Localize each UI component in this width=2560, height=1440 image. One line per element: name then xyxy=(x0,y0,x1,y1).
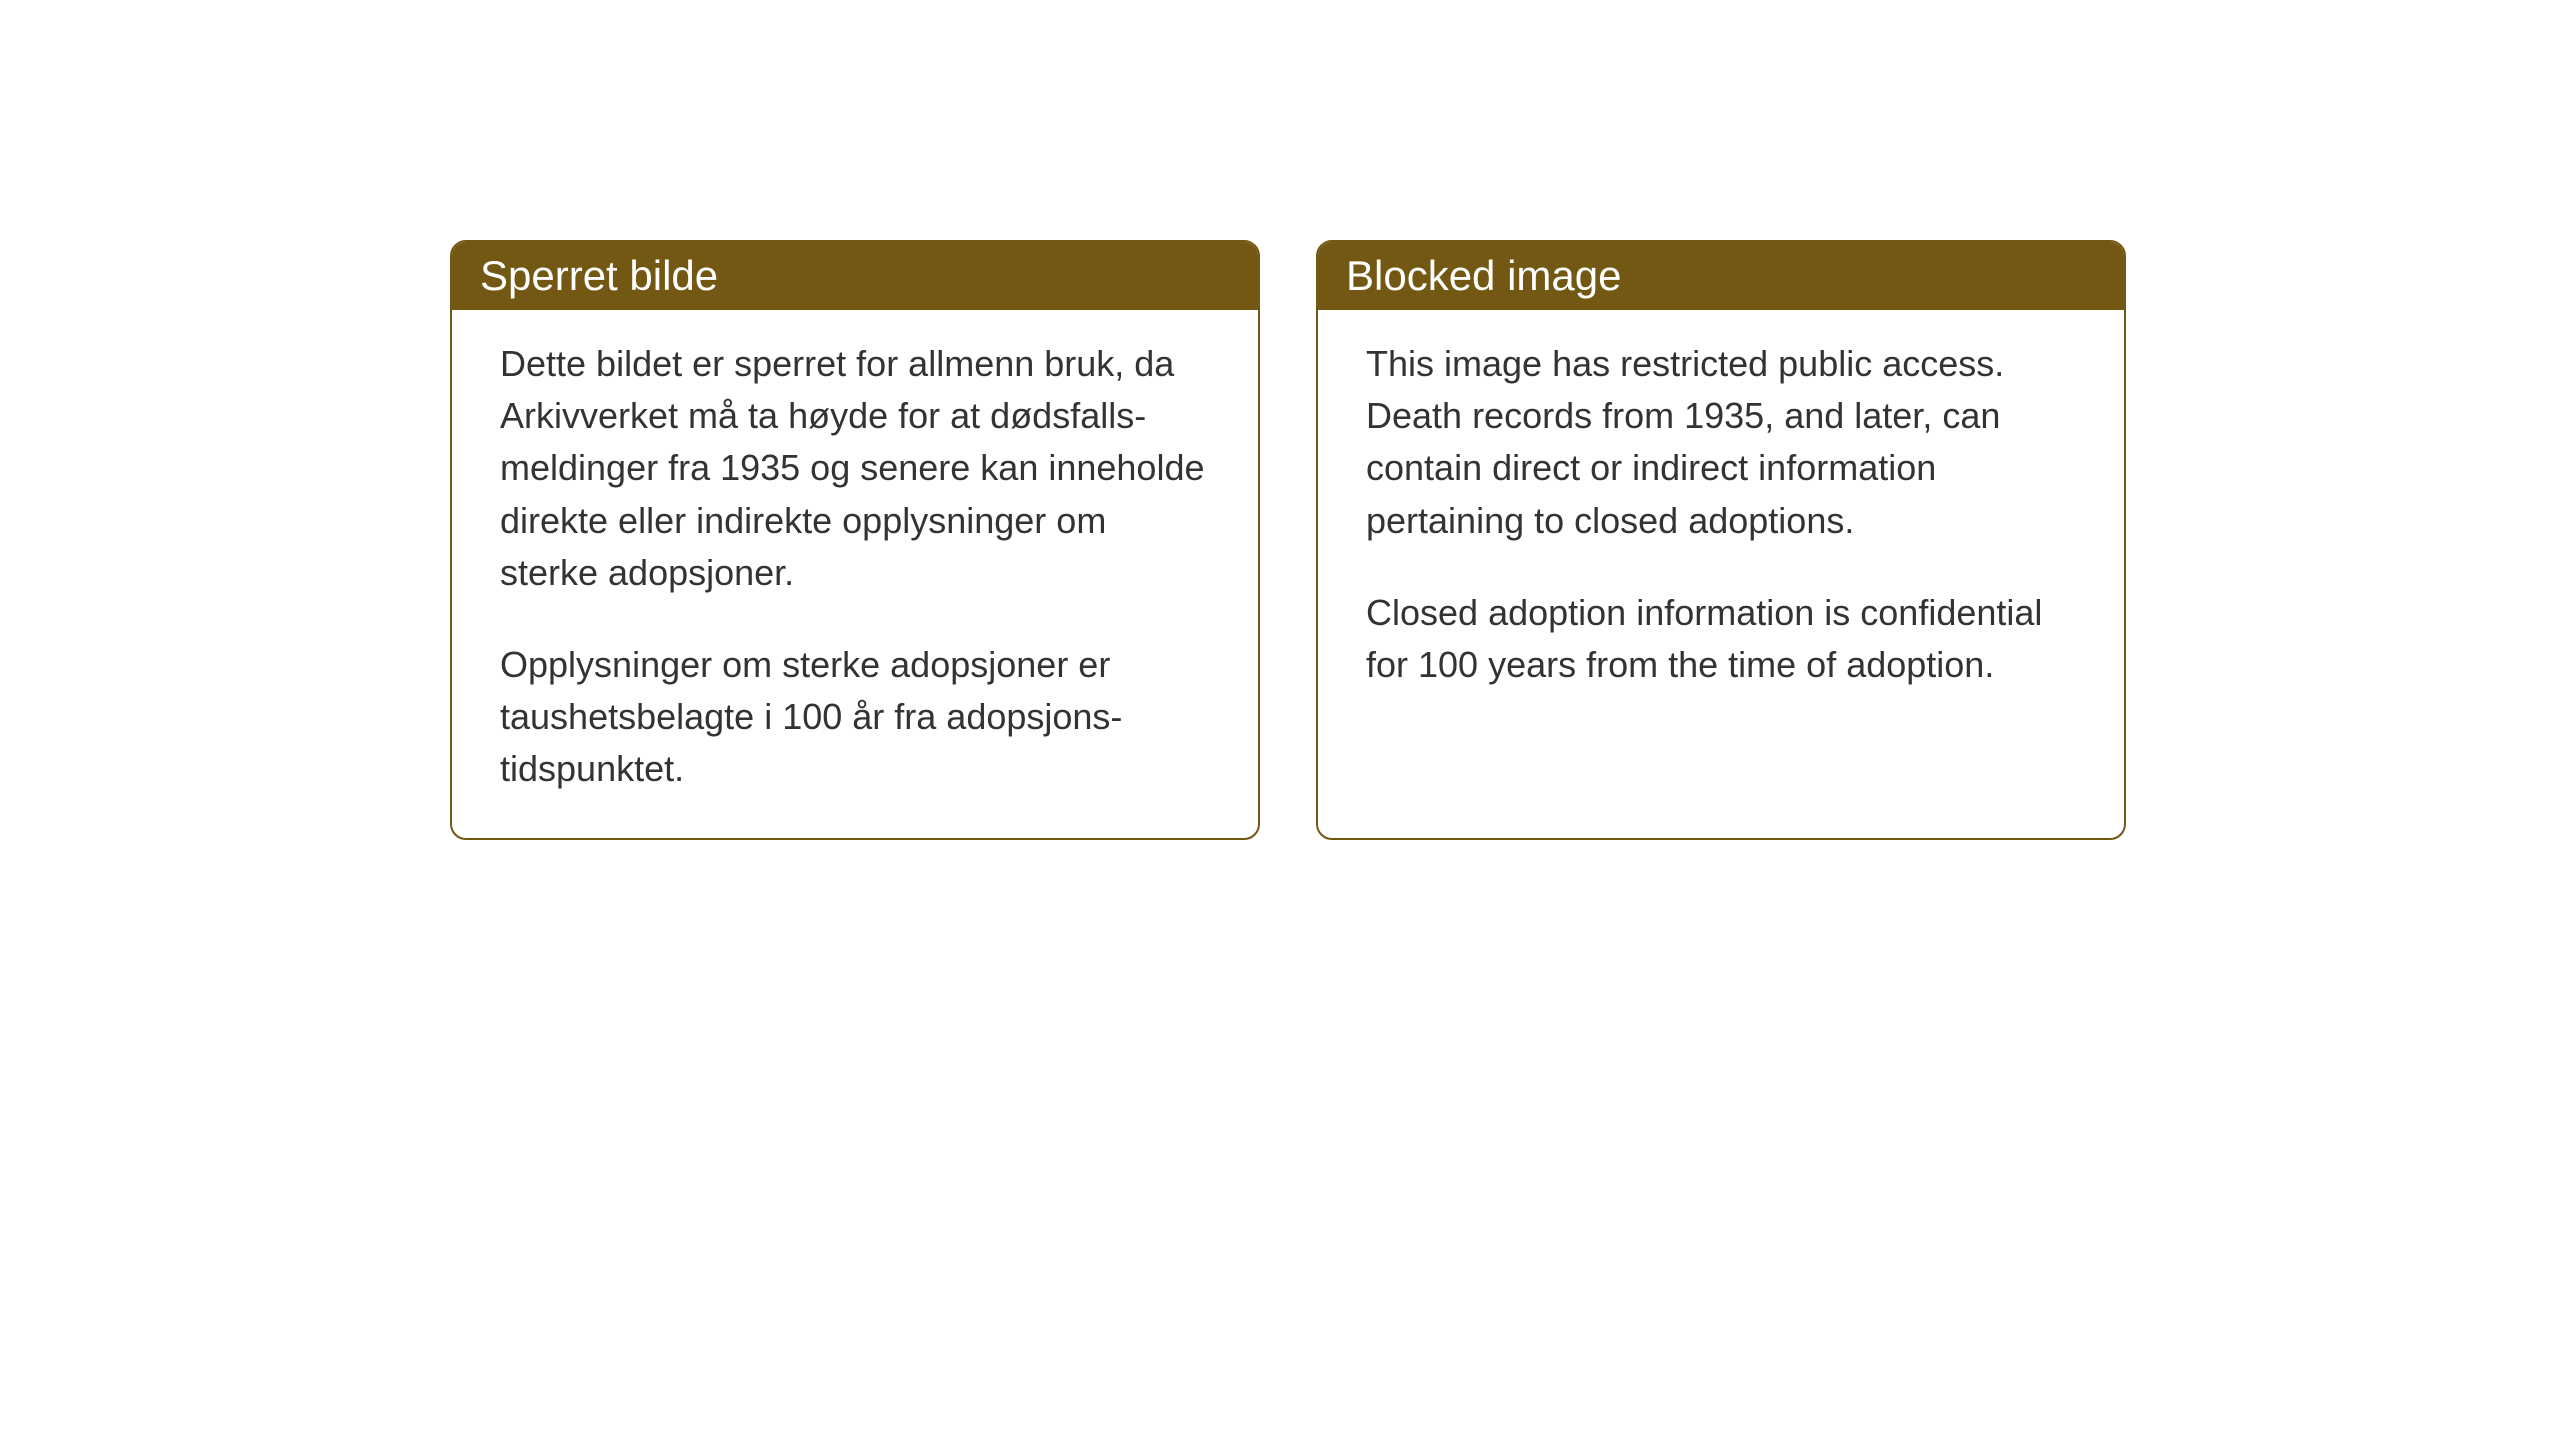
english-notice-card: Blocked image This image has restricted … xyxy=(1316,240,2126,840)
english-paragraph-2: Closed adoption information is confident… xyxy=(1366,587,2076,691)
english-card-body: This image has restricted public access.… xyxy=(1318,310,2124,750)
notice-container: Sperret bilde Dette bildet er sperret fo… xyxy=(450,240,2126,840)
norwegian-paragraph-2: Opplysninger om sterke adopsjoner er tau… xyxy=(500,639,1210,796)
english-paragraph-1: This image has restricted public access.… xyxy=(1366,338,2076,547)
norwegian-paragraph-1: Dette bildet er sperret for allmenn bruk… xyxy=(500,338,1210,599)
norwegian-card-title: Sperret bilde xyxy=(452,242,1258,310)
english-card-title: Blocked image xyxy=(1318,242,2124,310)
norwegian-notice-card: Sperret bilde Dette bildet er sperret fo… xyxy=(450,240,1260,840)
norwegian-card-body: Dette bildet er sperret for allmenn bruk… xyxy=(452,310,1258,838)
